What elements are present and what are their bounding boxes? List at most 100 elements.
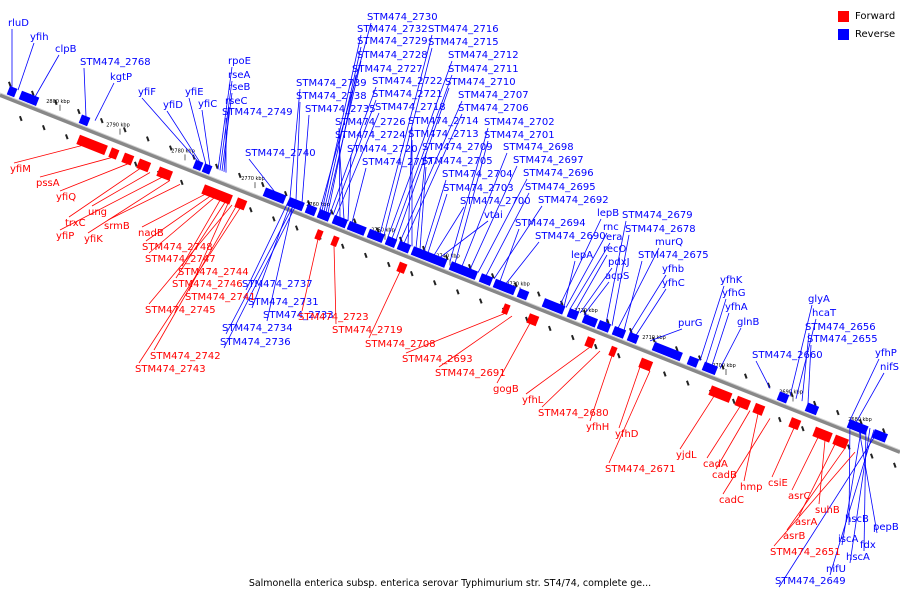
forward-gene-label[interactable]: yfiP: [56, 231, 74, 242]
reverse-gene-label[interactable]: STM474_2696: [523, 168, 594, 179]
reverse-gene-label[interactable]: STM474_2655: [807, 334, 878, 345]
reverse-gene-label[interactable]: iscA: [838, 534, 858, 545]
reverse-gene-label[interactable]: STM474_2698: [503, 142, 574, 153]
reverse-gene-label[interactable]: STM474_2690: [535, 231, 606, 242]
forward-gene-label[interactable]: hmp: [740, 482, 762, 493]
forward-gene-label[interactable]: STM474_2651: [770, 547, 841, 558]
forward-gene-label[interactable]: asrB: [783, 531, 805, 542]
forward-gene-label[interactable]: STM474_2680: [538, 408, 609, 419]
reverse-gene-label[interactable]: STM474_2736: [220, 337, 291, 348]
reverse-gene-label[interactable]: STM474_2702: [484, 117, 555, 128]
reverse-gene-label[interactable]: yfhA: [725, 302, 748, 313]
reverse-gene-label[interactable]: rseC: [225, 96, 247, 107]
forward-gene-label[interactable]: STM474_2671: [605, 464, 676, 475]
reverse-gene-label[interactable]: STM474_2727: [352, 64, 423, 75]
reverse-gene-label[interactable]: STM474_2724: [335, 130, 406, 141]
forward-gene-label[interactable]: yfhL: [522, 395, 544, 406]
forward-gene-label[interactable]: suhB: [815, 505, 840, 516]
reverse-gene-label[interactable]: yfhb: [662, 264, 684, 275]
forward-gene-label[interactable]: yfhD: [615, 429, 639, 440]
reverse-gene-label[interactable]: STM474_2695: [525, 182, 596, 193]
reverse-gene-label[interactable]: STM474_2730: [367, 12, 438, 23]
reverse-gene-label[interactable]: lepB: [597, 208, 619, 219]
reverse-gene-label[interactable]: STM474_2697: [513, 155, 584, 166]
reverse-gene-label[interactable]: STM474_2728: [357, 50, 428, 61]
forward-gene-label[interactable]: STM474_2742: [150, 351, 221, 362]
reverse-gene-label[interactable]: hcaT: [812, 308, 837, 319]
forward-gene-label[interactable]: STM474_2748: [142, 242, 213, 253]
forward-gene-label[interactable]: yfhH: [586, 422, 609, 433]
forward-gene-label[interactable]: asrC: [788, 491, 810, 502]
reverse-gene-label[interactable]: acpS: [605, 271, 629, 282]
forward-gene-label[interactable]: csiE: [768, 478, 788, 489]
forward-gene-label[interactable]: yjdL: [676, 450, 697, 461]
reverse-gene-label[interactable]: rseA: [228, 70, 250, 81]
forward-gene-label[interactable]: STM474_2719: [332, 325, 403, 336]
reverse-gene-label[interactable]: pepB: [873, 522, 899, 533]
reverse-gene-label[interactable]: yfiE: [185, 87, 204, 98]
reverse-gene-label[interactable]: yfiF: [138, 87, 156, 98]
forward-gene-label[interactable]: STM474_2693: [402, 354, 473, 365]
forward-gene-label[interactable]: STM474_2723: [298, 312, 369, 323]
reverse-gene-label[interactable]: STM474_2706: [458, 103, 529, 114]
reverse-gene-label[interactable]: STM474_2737: [242, 279, 313, 290]
reverse-gene-label[interactable]: STM474_2660: [752, 350, 823, 361]
reverse-gene-label[interactable]: STM474_2740: [245, 148, 316, 159]
reverse-gene-label[interactable]: yfhP: [875, 348, 897, 359]
forward-gene-label[interactable]: yfiQ: [56, 192, 76, 203]
forward-gene-label[interactable]: STM474_2741: [185, 292, 256, 303]
reverse-gene-label[interactable]: yfiC: [198, 99, 217, 110]
forward-gene-label[interactable]: yfiM: [10, 164, 31, 175]
reverse-gene-label[interactable]: rseB: [228, 82, 250, 93]
forward-gene-label[interactable]: STM474_2746: [172, 279, 243, 290]
reverse-gene-label[interactable]: STM474_2715: [428, 37, 499, 48]
reverse-gene-label[interactable]: yfhC: [662, 278, 685, 289]
forward-gene-label[interactable]: pssA: [36, 178, 60, 189]
reverse-gene-label[interactable]: STM474_2731: [248, 297, 319, 308]
reverse-gene-label[interactable]: STM474_2713: [408, 129, 479, 140]
reverse-gene-label[interactable]: yfiD: [163, 100, 183, 111]
reverse-gene-label[interactable]: vtai: [484, 210, 503, 221]
reverse-gene-label[interactable]: STM474_2734: [222, 323, 293, 334]
forward-gene-label[interactable]: srmB: [104, 221, 130, 232]
reverse-gene-label[interactable]: STM474_2700: [460, 196, 531, 207]
reverse-gene-label[interactable]: STM474_2721: [372, 89, 443, 100]
reverse-gene-label[interactable]: STM474_2703: [443, 183, 514, 194]
reverse-gene-label[interactable]: STM474_2710: [445, 77, 516, 88]
reverse-gene-label[interactable]: STM474_2722: [372, 76, 443, 87]
reverse-gene-label[interactable]: STM474_2726: [335, 117, 406, 128]
reverse-gene-label[interactable]: murQ: [655, 237, 683, 248]
reverse-gene-label[interactable]: STM474_2694: [515, 218, 586, 229]
reverse-gene-label[interactable]: hscA: [846, 552, 870, 563]
reverse-gene-label[interactable]: hscB: [845, 514, 869, 525]
forward-gene-label[interactable]: STM474_2745: [145, 305, 216, 316]
forward-gene-label[interactable]: STM474_2691: [435, 368, 506, 379]
reverse-gene-label[interactable]: STM474_2709: [422, 142, 493, 153]
reverse-gene-label[interactable]: yfhK: [720, 275, 743, 286]
forward-gene-label[interactable]: STM474_2744: [178, 267, 249, 278]
reverse-gene-label[interactable]: STM474_2729: [357, 36, 428, 47]
reverse-gene-label[interactable]: kgtP: [110, 72, 132, 83]
reverse-gene-label[interactable]: STM474_2675: [638, 250, 709, 261]
reverse-gene-label[interactable]: STM474_2720: [347, 144, 418, 155]
forward-gene-label[interactable]: ung: [88, 207, 107, 218]
forward-gene-label[interactable]: STM474_2743: [135, 364, 206, 375]
reverse-gene-label[interactable]: nifS: [880, 362, 899, 373]
reverse-gene-label[interactable]: STM474_2692: [538, 195, 609, 206]
reverse-gene-label[interactable]: STM474_2679: [622, 210, 693, 221]
reverse-gene-label[interactable]: STM474_2649: [775, 576, 846, 587]
reverse-gene-label[interactable]: STM474_2732: [357, 24, 428, 35]
forward-gene-label[interactable]: gogB: [493, 384, 519, 395]
forward-gene-label[interactable]: STM474_2747: [145, 254, 216, 265]
reverse-gene-label[interactable]: clpB: [55, 44, 77, 55]
reverse-gene-label[interactable]: STM474_2656: [805, 322, 876, 333]
reverse-gene-label[interactable]: STM474_2705: [422, 156, 493, 167]
reverse-gene-label[interactable]: STM474_2733: [263, 310, 334, 321]
reverse-gene-label[interactable]: yfih: [30, 32, 49, 43]
reverse-gene-label[interactable]: nifU: [826, 564, 846, 575]
reverse-gene-label[interactable]: rpoE: [228, 56, 251, 67]
reverse-gene-label[interactable]: recO: [603, 244, 627, 255]
reverse-gene-label[interactable]: STM474_2739: [296, 78, 367, 89]
reverse-gene-label[interactable]: STM474_2704: [442, 169, 513, 180]
reverse-gene-label[interactable]: STM474_2701: [484, 130, 555, 141]
